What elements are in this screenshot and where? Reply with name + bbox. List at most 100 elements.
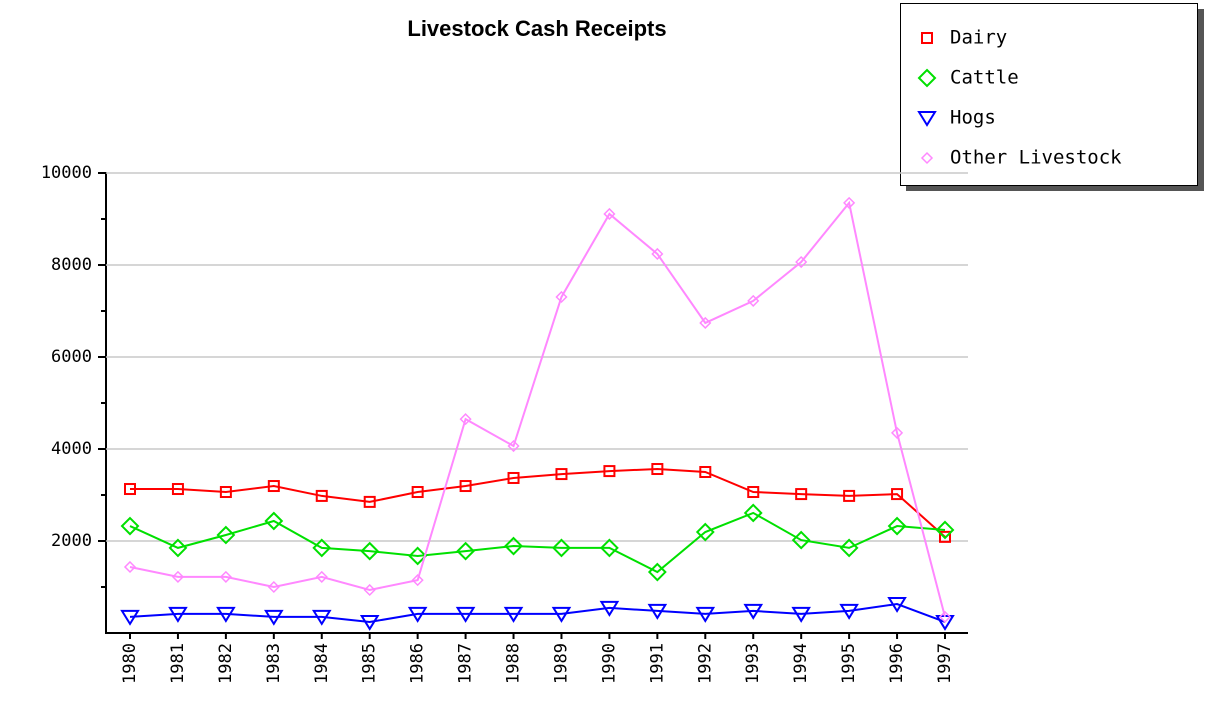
chart-title: Livestock Cash Receipts	[407, 16, 666, 41]
marker	[747, 486, 760, 499]
marker	[264, 511, 284, 531]
y-tick-label: 10000	[41, 163, 92, 183]
marker	[267, 580, 280, 594]
marker	[791, 530, 811, 550]
marker	[503, 606, 524, 623]
marker	[411, 486, 424, 499]
marker	[839, 603, 859, 620]
marker	[216, 525, 236, 545]
marker	[938, 610, 952, 623]
marker	[168, 606, 188, 623]
marker	[843, 489, 856, 502]
marker	[890, 426, 904, 439]
x-tick-label: 1994	[791, 643, 811, 684]
marker	[312, 538, 332, 558]
x-tick-label: 1984	[312, 643, 332, 684]
marker	[939, 530, 951, 543]
marker	[171, 483, 184, 496]
series-line	[130, 468, 946, 538]
y-tick-label: 6000	[51, 347, 92, 367]
marker	[795, 488, 808, 501]
marker	[695, 522, 715, 542]
x-tick-label: 1980	[120, 643, 140, 684]
x-tick-label: 1981	[168, 643, 188, 684]
x-tick-label: 1992	[695, 643, 715, 684]
marker	[555, 468, 568, 481]
marker	[599, 538, 619, 558]
legend-label: Dairy	[950, 27, 1007, 49]
legend-marker	[920, 151, 934, 165]
marker	[743, 603, 764, 620]
marker	[603, 207, 616, 221]
legend-label: Other Livestock	[950, 147, 1122, 169]
marker	[315, 489, 328, 502]
marker	[843, 196, 856, 209]
x-tick-label: 1983	[264, 643, 284, 684]
marker	[647, 562, 667, 582]
marker	[552, 538, 571, 558]
series-line	[129, 511, 946, 574]
marker	[120, 609, 140, 626]
marker	[887, 597, 907, 613]
marker	[171, 570, 185, 583]
marker	[699, 316, 712, 330]
marker	[504, 536, 523, 556]
marker	[839, 538, 859, 558]
legend-marker	[917, 68, 937, 88]
marker	[360, 541, 380, 561]
marker	[120, 516, 140, 536]
marker	[456, 541, 476, 561]
legend-label: Hogs	[950, 107, 996, 129]
marker	[219, 570, 232, 583]
legend-label: Cattle	[950, 67, 1019, 89]
marker	[219, 486, 232, 499]
marker	[695, 606, 716, 623]
x-tick-label: 1993	[743, 643, 763, 684]
x-tick-label: 1987	[456, 643, 476, 684]
x-tick-label: 1986	[408, 643, 428, 684]
marker	[743, 503, 763, 523]
marker	[267, 480, 280, 493]
marker	[887, 516, 907, 536]
x-tick-label: 1997	[935, 643, 955, 684]
x-tick-label: 1985	[360, 643, 380, 684]
x-tick-label: 1990	[599, 643, 619, 684]
marker	[647, 603, 668, 620]
marker	[935, 520, 955, 540]
marker	[459, 413, 472, 426]
marker	[359, 614, 380, 631]
series-line	[129, 602, 946, 623]
marker	[555, 290, 568, 304]
legend-box	[900, 3, 1198, 186]
x-tick-label: 1989	[551, 643, 571, 684]
marker	[411, 574, 424, 587]
x-tick-label: 1991	[647, 643, 667, 684]
marker	[123, 560, 137, 574]
legend-marker	[917, 111, 937, 127]
y-tick-label: 8000	[51, 255, 92, 275]
marker	[551, 606, 572, 623]
x-tick-label: 1982	[216, 643, 236, 684]
marker	[891, 488, 904, 501]
marker	[124, 483, 136, 496]
legend-marker	[921, 32, 933, 44]
marker	[168, 538, 188, 558]
series-line	[129, 200, 946, 618]
marker	[455, 606, 476, 623]
marker	[311, 609, 332, 626]
y-tick-label: 4000	[51, 439, 92, 459]
marker	[651, 463, 664, 476]
marker	[363, 495, 376, 508]
x-tick-label: 1995	[839, 643, 859, 684]
marker	[315, 570, 328, 583]
marker	[363, 583, 376, 597]
marker	[507, 439, 520, 453]
marker	[747, 294, 760, 307]
x-tick-label: 1996	[887, 643, 907, 684]
marker	[599, 600, 620, 617]
y-tick-label: 2000	[51, 531, 92, 551]
marker	[795, 255, 808, 269]
marker	[699, 466, 712, 478]
marker	[459, 480, 472, 493]
